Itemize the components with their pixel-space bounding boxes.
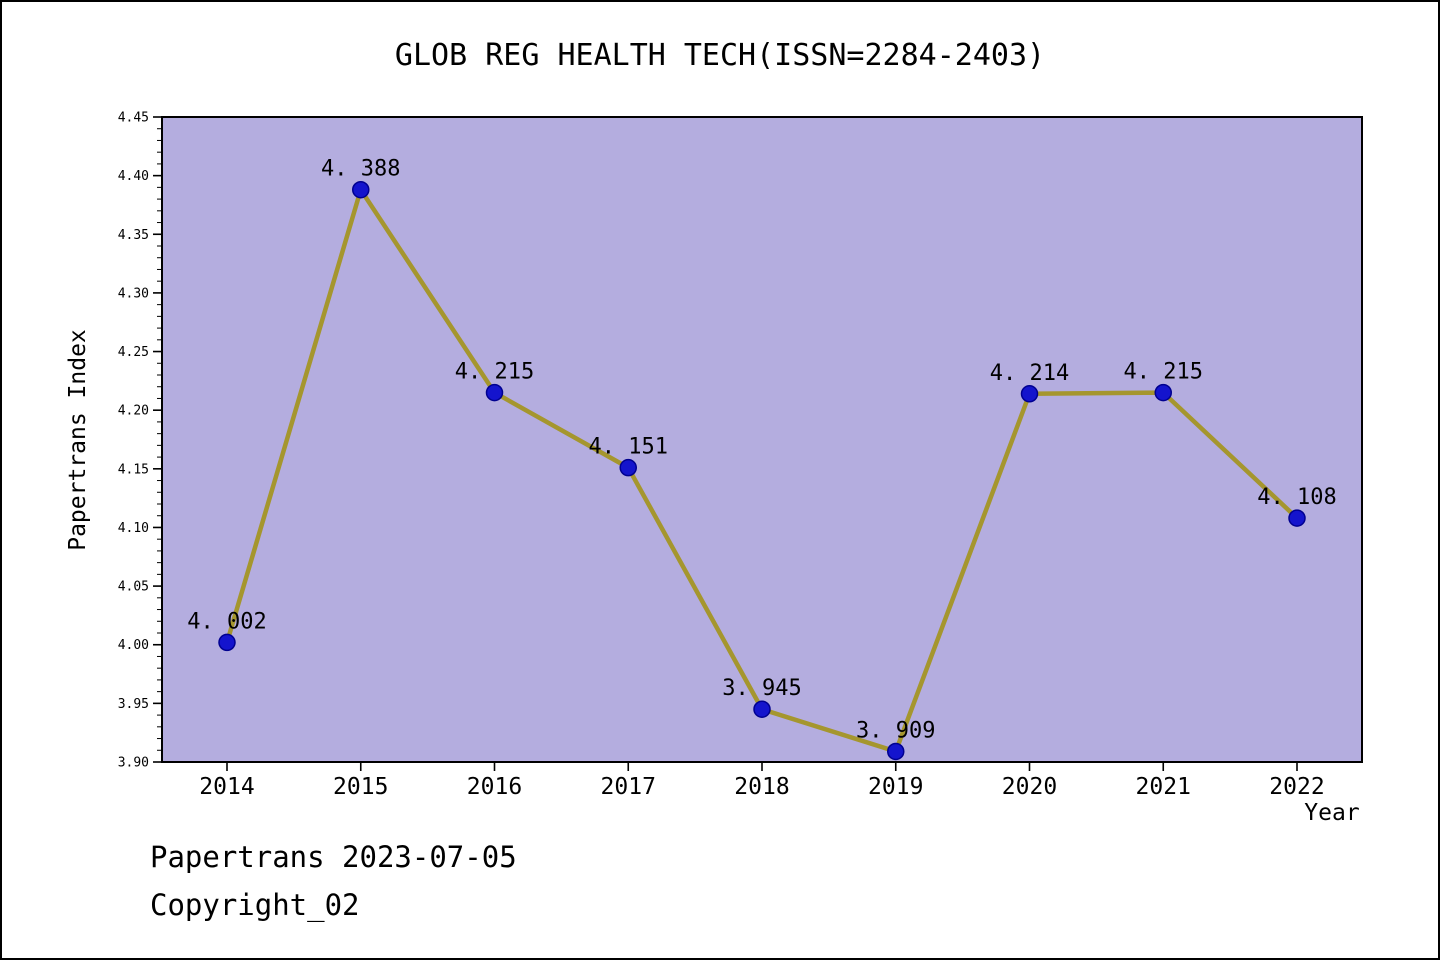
data-label: 4. 215 <box>455 360 534 385</box>
y-tick-label: 4.40 <box>118 169 149 184</box>
chart-title: GLOB REG HEALTH TECH(ISSN=2284-2403) <box>394 38 1046 73</box>
y-tick-label: 3.90 <box>118 756 149 771</box>
plot-area <box>161 116 1363 763</box>
data-point <box>753 700 771 718</box>
data-point <box>1288 509 1306 527</box>
x-tick-label: 2018 <box>734 774 789 800</box>
x-tick-label: 2017 <box>601 774 656 800</box>
y-tick-label: 4.30 <box>118 286 149 301</box>
x-tick-label: 2016 <box>467 774 522 800</box>
x-axis-ticks: 2014 2015 2016 2017 2018 2019 2020 2021 2022 <box>199 762 1325 800</box>
y-axis-title: Papertrans Index <box>65 329 91 551</box>
data-point <box>887 742 905 761</box>
data-point <box>1154 383 1172 402</box>
y-tick-label: 4.25 <box>118 345 149 360</box>
x-tick-label: 2021 <box>1136 774 1191 800</box>
y-axis-ticks: 3.90 3.95 4.00 4.05 4.10 4.15 4.20 4.25 4.30 4.35… <box>118 111 162 771</box>
data-point <box>218 633 236 652</box>
y-tick-label: 4.35 <box>118 228 149 243</box>
data-label: 4. 215 <box>1124 360 1203 385</box>
x-tick-label: 2014 <box>199 774 254 800</box>
y-tick-label: 3.95 <box>118 697 149 712</box>
data-points <box>218 180 1306 761</box>
data-label: 3. 909 <box>856 718 935 743</box>
data-label: 4. 151 <box>589 435 668 460</box>
data-label: 4. 388 <box>321 157 400 182</box>
y-tick-label: 4.10 <box>118 521 149 536</box>
y-tick-label: 4.00 <box>118 638 149 653</box>
data-label: 4. 214 <box>990 361 1069 386</box>
y-tick-label: 4.15 <box>118 462 149 477</box>
data-point <box>352 180 370 199</box>
data-labels: 4. 002 4. 388 4. 215 4. 151 3. 945 3. 909 4. 2… <box>187 157 1336 744</box>
data-label: 3. 945 <box>722 676 801 701</box>
y-tick-label: 4.20 <box>118 404 149 419</box>
x-tick-label: 2020 <box>1002 774 1057 800</box>
footer-source-date: Papertrans 2023-07-05 <box>150 840 517 874</box>
x-tick-label: 2015 <box>333 774 388 800</box>
data-label: 4. 002 <box>187 609 266 634</box>
data-label: 4. 108 <box>1257 485 1336 510</box>
x-tick-label: 2019 <box>868 774 923 800</box>
x-axis-title: Year <box>1304 800 1360 826</box>
y-tick-label: 4.45 <box>118 111 149 126</box>
y-tick-label: 4.05 <box>118 580 149 595</box>
data-point <box>485 383 504 402</box>
data-point <box>619 458 637 477</box>
footer-copyright: Copyright_02 <box>150 888 360 922</box>
x-tick-label: 2022 <box>1269 774 1324 800</box>
data-point <box>1020 385 1039 403</box>
